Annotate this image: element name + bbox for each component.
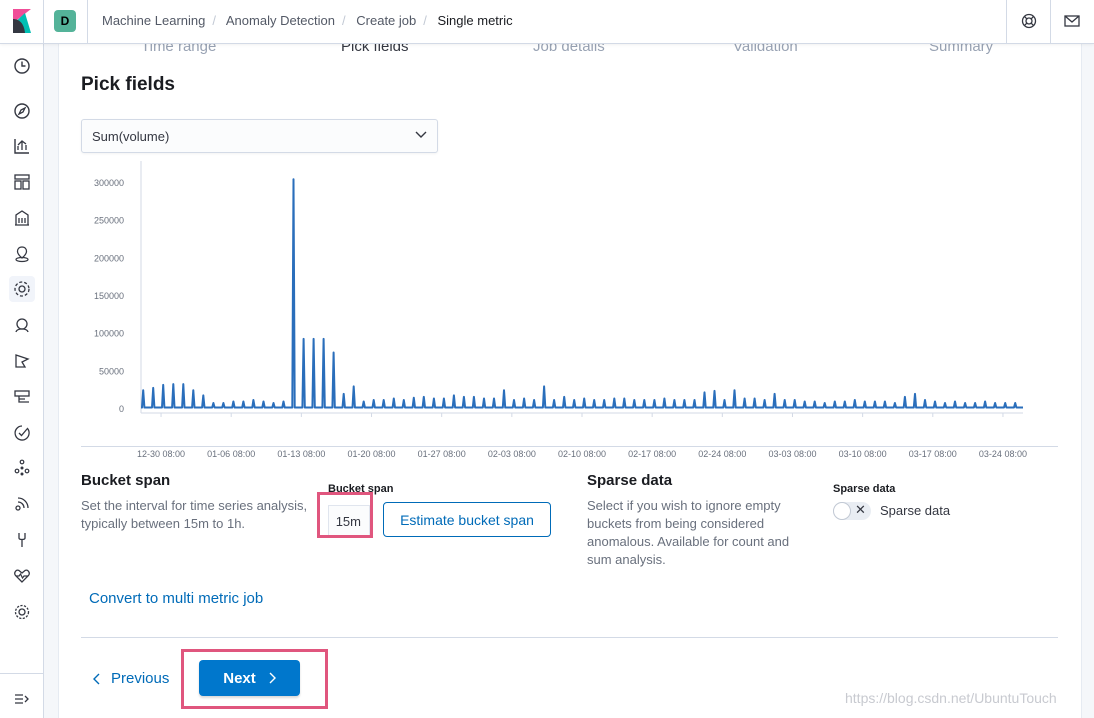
y-tick-label: 150000 — [94, 291, 124, 301]
management-icon[interactable] — [9, 599, 35, 625]
next-label: Next — [223, 669, 256, 687]
page-title: Pick fields — [81, 74, 175, 95]
section-divider — [81, 446, 1058, 447]
heartbeat-icon[interactable] — [9, 563, 35, 589]
breadcrumb-separator: / — [342, 13, 346, 28]
header-separator — [1006, 0, 1007, 43]
dashboard-icon[interactable] — [9, 169, 35, 195]
x-tick-label: 02-03 08:00 — [488, 449, 536, 459]
y-tick-label: 200000 — [94, 253, 124, 263]
toggle-knob — [833, 502, 851, 520]
mail-icon[interactable] — [1061, 10, 1083, 32]
previous-button[interactable]: Previous — [93, 670, 169, 687]
dock-icon[interactable] — [9, 686, 35, 712]
x-tick-label: 01-06 08:00 — [207, 449, 255, 459]
monitoring-icon[interactable] — [9, 491, 35, 517]
space-avatar[interactable]: D — [54, 10, 76, 32]
siem-icon[interactable] — [9, 455, 35, 481]
x-tick-label: 02-24 08:00 — [698, 449, 746, 459]
canvas-icon[interactable] — [9, 205, 35, 231]
breadcrumb-separator: / — [423, 13, 427, 28]
bucket-span-description: Set the interval for time series analysi… — [81, 498, 308, 531]
x-tick-label: 01-27 08:00 — [418, 449, 466, 459]
visualize-icon[interactable] — [9, 133, 35, 159]
series-line — [141, 178, 1023, 409]
convert-multi-metric-link[interactable]: Convert to multi metric job — [89, 590, 264, 607]
field-select-value: Sum(volume) — [92, 129, 170, 144]
y-tick-label: 250000 — [94, 216, 124, 226]
sparse-data-description: Select if you wish to ignore empty bucke… — [587, 498, 790, 567]
clock-icon[interactable] — [9, 53, 35, 79]
cross-icon: ✕ — [855, 502, 866, 517]
sparse-data-label: Sparse data — [833, 483, 896, 495]
annotation-highlight — [317, 492, 373, 538]
breadcrumb-item[interactable]: Machine Learning — [102, 13, 206, 28]
breadcrumb: Machine Learning / Anomaly Detection / Cre… — [102, 13, 513, 28]
field-select[interactable]: Sum(volume) — [81, 119, 438, 153]
annotation-highlight — [181, 649, 328, 709]
uptime-icon[interactable] — [9, 420, 35, 446]
apm-icon[interactable] — [9, 348, 35, 374]
header-separator — [43, 0, 44, 43]
breadcrumb-item[interactable]: Anomaly Detection — [225, 13, 336, 28]
x-tick-label: 12-30 08:00 — [137, 449, 185, 459]
maps-icon[interactable] — [9, 241, 35, 267]
chevron-down-icon — [415, 131, 427, 138]
breadcrumb-item[interactable]: Create job — [356, 13, 417, 28]
previous-label: Previous — [111, 670, 170, 687]
devtools-icon[interactable] — [9, 527, 35, 553]
y-tick-label: 50000 — [99, 366, 124, 376]
y-tick-label: 300000 — [94, 178, 124, 188]
logs-icon[interactable] — [9, 384, 35, 410]
estimate-bucket-span-button[interactable]: Estimate bucket span — [383, 502, 551, 537]
x-tick-label: 03-17 08:00 — [909, 449, 957, 459]
compass-icon[interactable] — [9, 98, 35, 124]
graph-icon[interactable] — [9, 312, 35, 338]
header-separator — [87, 0, 88, 43]
watermark: https://blog.csdn.net/UbuntuTouch — [845, 690, 1057, 706]
kibana-logo-icon[interactable] — [10, 9, 34, 33]
x-tick-label: 03-24 08:00 — [979, 449, 1027, 459]
chevron-left-icon — [93, 673, 100, 684]
side-nav — [0, 43, 44, 718]
x-tick-label: 02-17 08:00 — [628, 449, 676, 459]
header-separator — [1050, 0, 1051, 43]
x-tick-label: 03-03 08:00 — [768, 449, 816, 459]
bucket-span-title: Bucket span — [81, 472, 171, 489]
metric-chart: 0 50000 100000 150000 200000 250000 300000 12-3… — [94, 161, 1027, 459]
bucket-span-input[interactable]: 15m — [328, 505, 370, 537]
top-header: D Machine Learning / Anomaly Detection / C… — [0, 0, 1094, 44]
next-button[interactable]: Next — [199, 660, 300, 696]
breadcrumb-separator: / — [212, 13, 216, 28]
sparse-data-title: Sparse data — [587, 472, 673, 489]
y-tick-label: 0 — [119, 404, 124, 414]
chevron-right-icon — [269, 672, 276, 684]
x-tick-label: 03-10 08:00 — [839, 449, 887, 459]
wizard-panel: Time range Pick fields Job details Valid… — [58, 38, 1082, 718]
sparse-data-toggle[interactable]: ✕ — [833, 502, 871, 520]
help-icon[interactable] — [1018, 10, 1040, 32]
x-tick-label: 01-13 08:00 — [277, 449, 325, 459]
x-tick-label: 02-10 08:00 — [558, 449, 606, 459]
section-divider — [81, 637, 1058, 638]
ml-icon[interactable] — [9, 276, 35, 302]
y-tick-label: 100000 — [94, 329, 124, 339]
x-tick-label: 01-20 08:00 — [347, 449, 395, 459]
breadcrumb-current: Single metric — [437, 13, 513, 28]
sparse-data-toggle-label[interactable]: Sparse data — [880, 503, 951, 518]
nav-divider — [0, 673, 43, 674]
